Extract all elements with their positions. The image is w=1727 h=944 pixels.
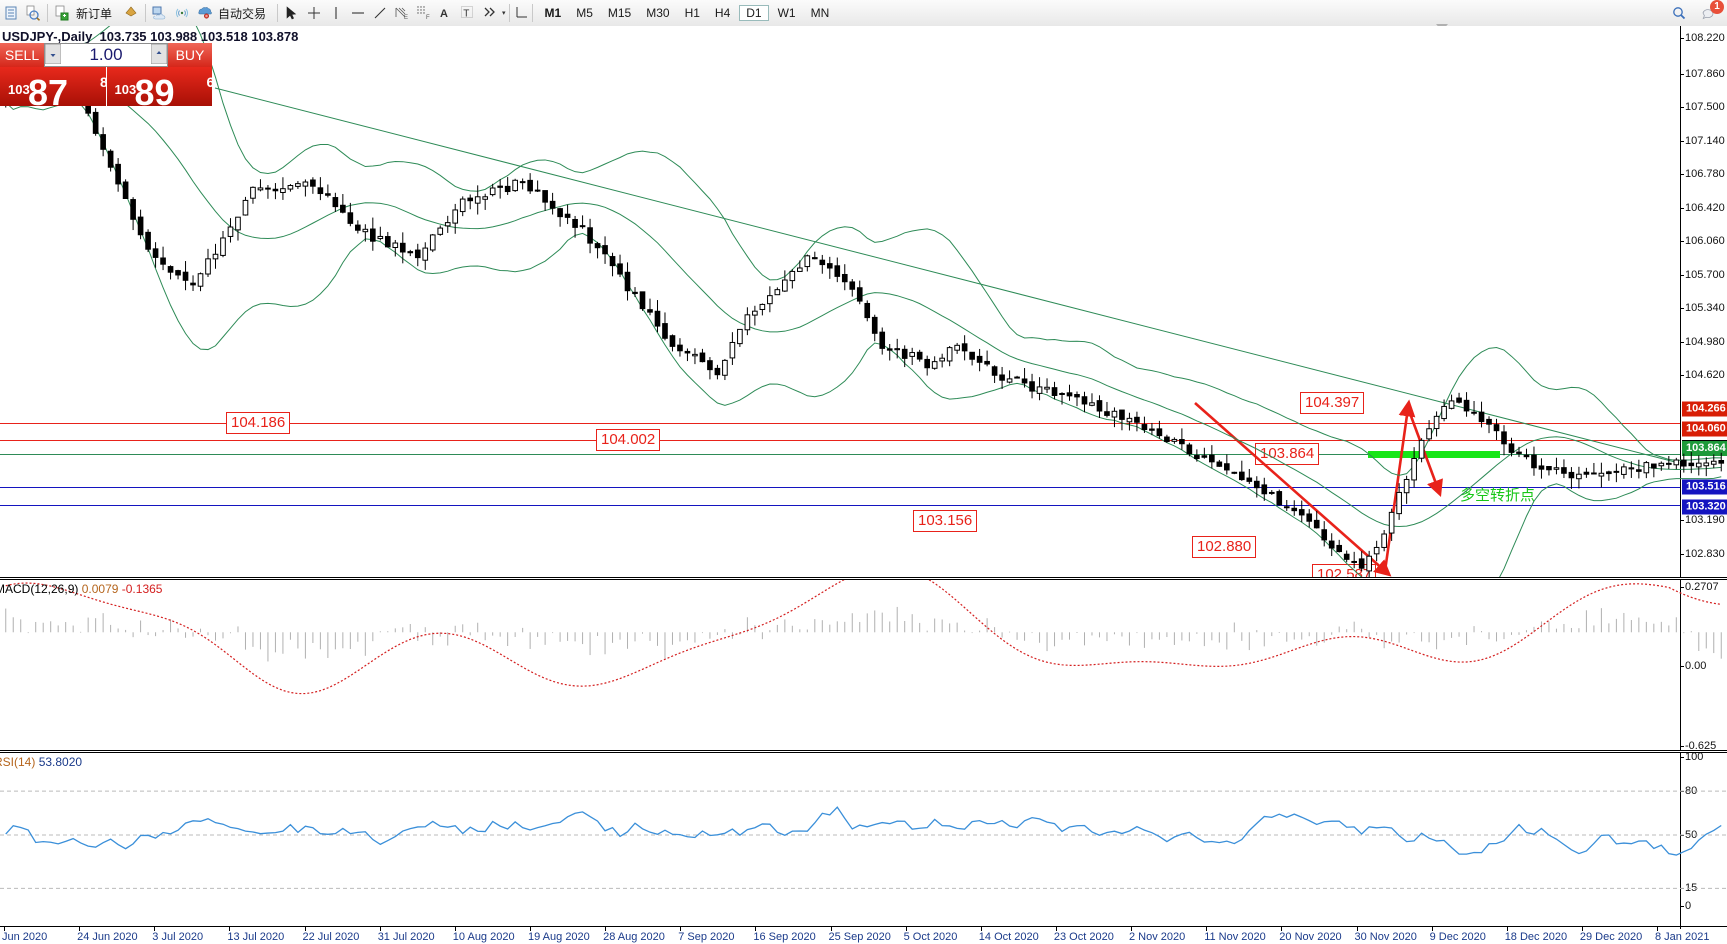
svg-text:F: F	[426, 15, 430, 21]
svg-text:A: A	[440, 8, 448, 20]
svg-text:T: T	[463, 9, 469, 20]
svg-text:E: E	[404, 15, 408, 21]
